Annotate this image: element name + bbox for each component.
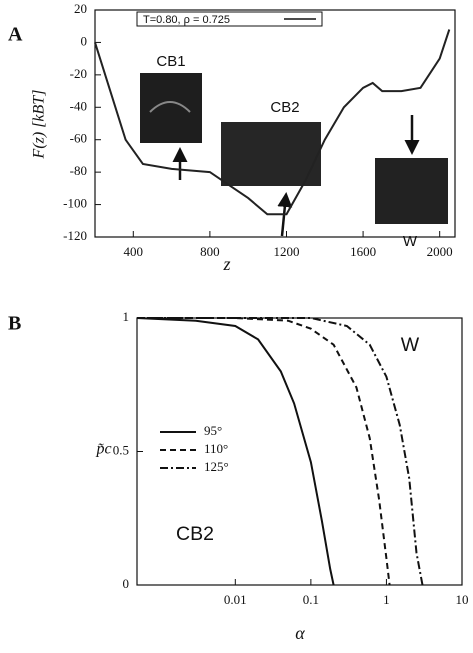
x-tick-label: 1600 — [350, 244, 376, 259]
x-tick-label: 1200 — [273, 244, 299, 259]
legend-label: 95° — [204, 423, 222, 438]
x-tick-label: 10 — [456, 592, 469, 607]
x-tick-label: 800 — [200, 244, 220, 259]
panel-label: B — [8, 313, 21, 335]
y-tick-label: -20 — [70, 66, 87, 81]
plot-frame — [94, 9, 456, 238]
y-tick-label: -100 — [63, 196, 87, 211]
panel-label: A — [8, 24, 23, 46]
x-tick-label: 2000 — [427, 244, 453, 259]
x-tick-label: 0.1 — [303, 592, 319, 607]
inset-feature — [149, 101, 191, 113]
y-tick-label: 1 — [123, 309, 130, 324]
y-tick-label: -80 — [70, 163, 87, 178]
inset-image — [375, 158, 448, 224]
y-axis-label: p̃c — [95, 441, 111, 458]
annotation: CB2 — [176, 523, 214, 545]
y-axis-label: F(z) [kBT] — [31, 90, 48, 160]
legend-label: 125° — [204, 459, 229, 474]
data-line — [94, 29, 451, 216]
inset-image — [221, 122, 321, 186]
annotation: W — [401, 334, 420, 356]
annotation: CB2 — [270, 99, 299, 116]
y-tick-label: -60 — [70, 131, 87, 146]
y-tick-label: 0 — [123, 576, 130, 591]
y-tick-label: 20 — [74, 1, 87, 16]
legend-box — [136, 11, 323, 27]
legend-label: 110° — [204, 441, 228, 456]
y-tick-label: 0.5 — [113, 442, 129, 457]
data-line — [137, 317, 391, 586]
annotation: W — [403, 233, 418, 250]
arrow — [277, 192, 293, 237]
annotation: CB1 — [156, 53, 185, 70]
x-tick-label: 400 — [124, 244, 144, 259]
x-axis-label: α — [295, 623, 305, 643]
x-tick-label: 1 — [383, 592, 390, 607]
y-tick-label: 0 — [81, 33, 88, 48]
data-line — [137, 317, 424, 586]
y-tick-label: -40 — [70, 98, 87, 113]
inset-image — [140, 73, 202, 143]
legend-label: T=0.80, ρ = 0.725 — [143, 14, 230, 26]
y-tick-label: -120 — [63, 228, 87, 243]
x-tick-label: 0.01 — [224, 592, 247, 607]
data-line — [136, 317, 335, 586]
x-axis-label: z — [222, 254, 230, 274]
